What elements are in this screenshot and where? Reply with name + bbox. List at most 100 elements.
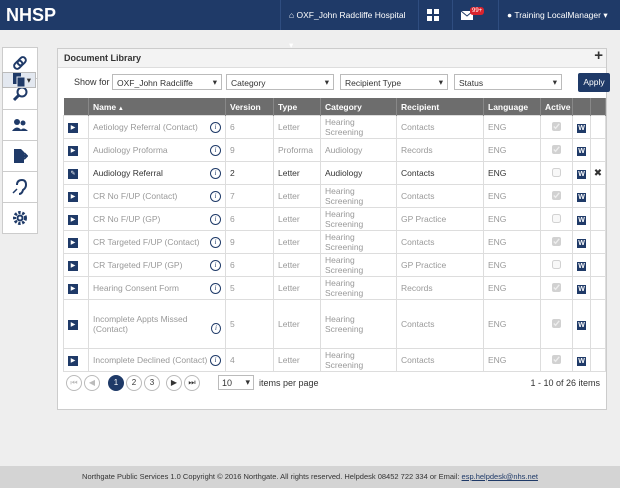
footer-text: Northgate Public Services 1.0 Copyright … xyxy=(82,472,460,481)
document-name: CR No F/UP (Contact) xyxy=(93,191,178,201)
cell-text: ENG xyxy=(488,214,507,224)
apply-button[interactable]: Apply xyxy=(578,73,610,92)
word-icon[interactable]: W xyxy=(577,320,586,330)
info-icon[interactable]: i xyxy=(210,236,221,248)
cell: Proforma xyxy=(273,138,321,162)
page-button[interactable]: 3 xyxy=(144,375,160,391)
word-icon[interactable]: W xyxy=(577,284,586,294)
cell: CR Targeted F/UP (Contact) i xyxy=(88,230,226,254)
cell: Letter xyxy=(273,207,321,231)
cell-text: ENG xyxy=(488,122,507,132)
info-icon[interactable]: i xyxy=(210,144,221,156)
user-menu[interactable]: ● Training LocalManager xyxy=(498,0,620,30)
word-cell: W xyxy=(572,348,591,372)
nav-hearing[interactable] xyxy=(2,171,38,203)
column-header[interactable]: Category xyxy=(320,98,397,116)
play-button[interactable]: ▶ xyxy=(68,238,78,248)
word-icon[interactable]: W xyxy=(577,261,586,271)
info-icon[interactable]: i xyxy=(210,259,221,271)
name-wrap: Incomplete Appts Missed (Contact) i xyxy=(93,314,221,334)
word-icon[interactable]: W xyxy=(577,146,586,156)
cell: Hearing Screening xyxy=(320,115,397,139)
play-button[interactable]: ▶ xyxy=(68,356,78,366)
info-icon[interactable]: i xyxy=(210,282,221,294)
edit-button[interactable]: ✎ xyxy=(68,169,78,179)
header-cell xyxy=(63,98,89,116)
play-button[interactable]: ▶ xyxy=(68,320,78,330)
column-header[interactable]: Type xyxy=(273,98,321,116)
nav-export[interactable] xyxy=(2,140,38,172)
column-header[interactable]: Recipient xyxy=(396,98,484,116)
nav-documents[interactable] xyxy=(2,72,36,88)
delete-cell xyxy=(590,207,606,231)
cell-text: Contacts xyxy=(401,237,435,247)
filter-select[interactable]: Recipient Type xyxy=(340,74,448,90)
cell: 9 xyxy=(225,138,274,162)
header-cell xyxy=(590,98,606,116)
info-icon[interactable]: i xyxy=(210,323,221,334)
name-wrap: Aetiology Referral (Contact) i xyxy=(93,121,221,133)
cell-text: Contacts xyxy=(401,168,435,178)
document-name: Aetiology Referral (Contact) xyxy=(93,122,198,132)
page-button[interactable]: 2 xyxy=(126,375,142,391)
delete-icon[interactable]: ✖ xyxy=(593,167,603,179)
document-name: CR Targeted F/UP (GP) xyxy=(93,260,183,270)
document-name: Audiology Referral xyxy=(93,168,163,178)
active-cell xyxy=(540,276,573,300)
pager-nav[interactable]: ▶ xyxy=(166,375,182,391)
active-cell xyxy=(540,299,573,349)
nav-settings[interactable] xyxy=(2,202,38,234)
cell-text: Hearing Screening xyxy=(325,278,364,298)
cell: Hearing Screening xyxy=(320,299,397,349)
cell-text: 9 xyxy=(230,237,235,247)
play-button[interactable]: ▶ xyxy=(68,215,78,225)
filter-select[interactable]: Status xyxy=(454,74,562,90)
active-checkbox xyxy=(552,318,561,328)
filter-select[interactable]: OXF_John Radcliffe xyxy=(112,74,222,90)
info-icon[interactable]: i xyxy=(210,354,221,366)
apps-button[interactable] xyxy=(418,0,452,30)
pager-nav[interactable]: ⏭ xyxy=(184,375,200,391)
cell-text: Letter xyxy=(278,191,300,201)
hospital-menu[interactable]: ⌂ OXF_John Radcliffe Hospital xyxy=(280,0,418,30)
page-button[interactable]: 1 xyxy=(108,375,124,391)
helpdesk-email[interactable]: esp.helpdesk@nhs.net xyxy=(461,472,538,481)
user-name: Training LocalManager xyxy=(514,10,601,20)
action-cell: ▶ xyxy=(63,115,89,139)
play-button[interactable]: ▶ xyxy=(68,284,78,294)
info-icon[interactable]: i xyxy=(210,167,221,179)
word-icon[interactable]: W xyxy=(577,238,586,248)
active-checkbox xyxy=(552,190,561,200)
word-icon[interactable]: W xyxy=(577,192,586,202)
cell: Contacts xyxy=(396,299,484,349)
word-icon[interactable]: W xyxy=(577,356,586,366)
column-header[interactable]: Language xyxy=(483,98,541,116)
column-header[interactable]: Active xyxy=(540,98,573,116)
delete-cell xyxy=(590,299,606,349)
column-header[interactable]: Name xyxy=(88,98,226,116)
filter-select[interactable]: Category xyxy=(226,74,334,90)
word-icon[interactable]: W xyxy=(577,215,586,225)
page-size-select[interactable]: 10 xyxy=(218,375,254,390)
icon xyxy=(12,179,28,195)
pager-nav[interactable]: ⏮ xyxy=(66,375,82,391)
play-button[interactable]: ▶ xyxy=(68,261,78,271)
messages-button[interactable] xyxy=(452,0,498,30)
add-button[interactable]: + xyxy=(594,47,603,64)
info-icon[interactable]: i xyxy=(210,121,221,133)
word-icon[interactable]: W xyxy=(577,123,586,133)
nav-users[interactable] xyxy=(2,109,38,141)
name-wrap: Hearing Consent Form i xyxy=(93,282,221,294)
play-button[interactable]: ▶ xyxy=(68,123,78,133)
active-cell xyxy=(540,138,573,162)
play-button[interactable]: ▶ xyxy=(68,192,78,202)
delete-cell xyxy=(590,138,606,162)
pager-nav[interactable]: ◀ xyxy=(84,375,100,391)
word-icon[interactable]: W xyxy=(577,169,586,179)
play-button[interactable]: ▶ xyxy=(68,146,78,156)
document-table: NameVersionTypeCategoryRecipientLanguage… xyxy=(63,98,606,372)
cell-text: Letter xyxy=(278,214,300,224)
info-icon[interactable]: i xyxy=(210,190,221,202)
info-icon[interactable]: i xyxy=(210,213,221,225)
column-header[interactable]: Version xyxy=(225,98,274,116)
